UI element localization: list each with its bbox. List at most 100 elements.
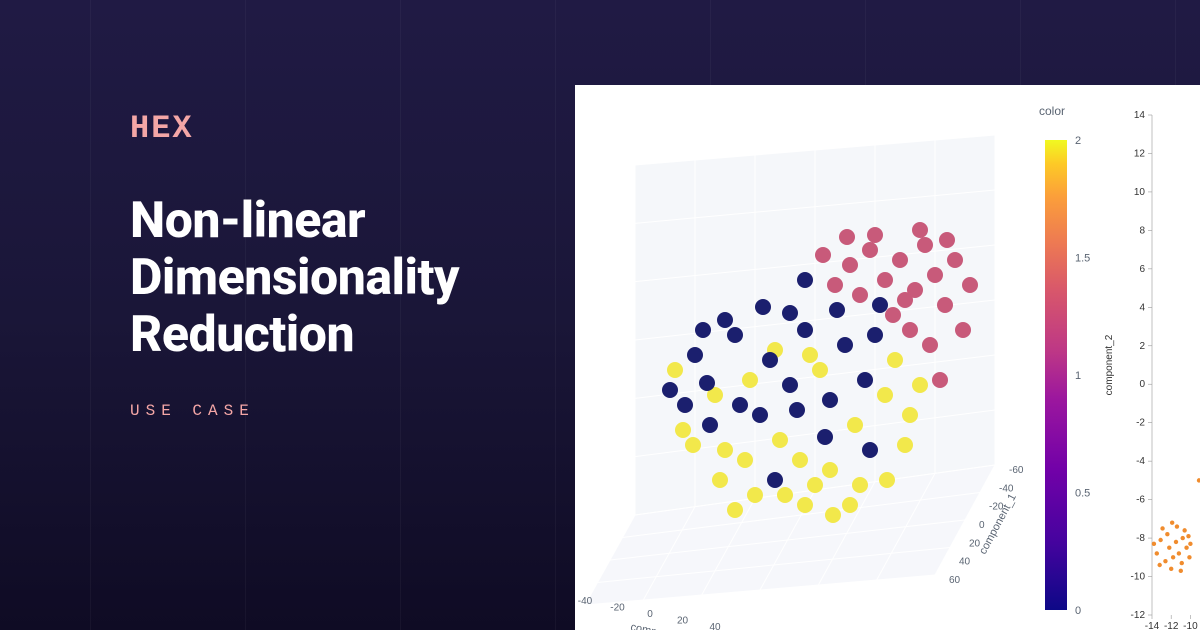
scatter2d-point [1167,545,1171,549]
scatter2d-point [1155,551,1159,555]
scatter3d-point [902,407,918,423]
svg-text:-40: -40 [578,596,593,607]
scatter3d-point [685,437,701,453]
svg-text:component_2: component_2 [1104,334,1115,395]
scatter3d-point [827,277,843,293]
scatter3d-point [717,312,733,328]
svg-text:0.5: 0.5 [1075,488,1090,500]
svg-text:-10: -10 [1131,572,1146,583]
svg-text:2: 2 [1139,341,1145,352]
svg-text:40: 40 [959,557,971,568]
scatter3d-point [912,222,928,238]
scatter3d-point [797,322,813,338]
scatter3d-point [932,372,948,388]
scatter3d-point [839,229,855,245]
scatter2d-point [1188,542,1192,546]
scatter3d-point [822,392,838,408]
scatter3d-point [837,337,853,353]
svg-text:14: 14 [1134,110,1146,121]
scatter3d-point [702,417,718,433]
scatter3d-point [842,497,858,513]
scatter3d-point [727,502,743,518]
scatter3d-point [777,487,793,503]
scatter2d-point [1165,532,1169,536]
scatter3d-point [927,267,943,283]
scatter2d-point [1152,542,1156,546]
scatter3d-point [862,442,878,458]
scatter3d-point [857,372,873,388]
scatter3d-point [877,387,893,403]
scatter3d-point [742,372,758,388]
svg-text:1: 1 [1075,370,1081,382]
svg-text:-12: -12 [1164,621,1179,630]
svg-text:color: color [1039,104,1065,118]
svg-text:4: 4 [1139,302,1145,313]
scatter3d-point [902,322,918,338]
svg-text:-40: -40 [999,483,1014,494]
scatter3d-point [667,362,683,378]
scatter2d-point [1158,538,1162,542]
scatter3d-point [782,377,798,393]
scatter3d-point [842,257,858,273]
scatter3d-point [772,432,788,448]
svg-text:0: 0 [1139,379,1145,390]
svg-text:0: 0 [1075,605,1081,617]
scatter3d-point [939,232,955,248]
scatter2d-point [1182,528,1186,532]
scatter2d-point [1174,540,1178,544]
scatter2d-point [1187,555,1191,559]
use-case-tag: USE CASE [130,402,560,420]
scatter3d-point [732,397,748,413]
svg-text:12: 12 [1134,148,1146,159]
scatter3d-point [852,287,868,303]
scatter3d-point [829,302,845,318]
scatter3d-point [662,382,678,398]
scatter2d-point [1181,536,1185,540]
svg-text:-14: -14 [1145,621,1160,630]
scatter3d-point [879,472,895,488]
svg-text:8: 8 [1139,225,1145,236]
scatter3d-point [747,487,763,503]
scatter3d-point [727,327,743,343]
scatter2d-point [1163,559,1167,563]
scatter2d-point [1170,520,1174,524]
scatter2d-point [1184,545,1188,549]
scatter3d-point [847,417,863,433]
scatter3d-point [782,305,798,321]
scatter3d-point [897,437,913,453]
svg-text:20: 20 [677,616,689,627]
scatter3d-point [917,237,933,253]
scatter3d-point [767,472,783,488]
svg-text:-2: -2 [1136,418,1145,429]
scatter3d-point [717,442,733,458]
scatter3d-point [825,507,841,523]
svg-text:1.5: 1.5 [1075,253,1090,265]
scatter3d-point [807,477,823,493]
hero-text-block: HEX Non-linear Dimensionality Reduction … [130,110,560,420]
scatter2d-point [1171,555,1175,559]
scatter3d-point [792,452,808,468]
scatter3d-point [867,227,883,243]
svg-text:-10: -10 [1183,621,1198,630]
scatter3d-point [872,297,888,313]
svg-text:0: 0 [647,609,653,620]
scatter2d-point [1175,524,1179,528]
scatter3d-point [699,375,715,391]
scatter3d-point [852,477,868,493]
scatter3d-point [962,277,978,293]
svg-text:-6: -6 [1136,495,1145,506]
svg-text:6: 6 [1139,264,1145,275]
scatter3d-point [812,362,828,378]
scatter3d-point [815,247,831,263]
scatter3d-point [695,322,711,338]
scatter3d-point [922,337,938,353]
scatter3d-point [789,402,805,418]
scatter3d-point [752,407,768,423]
scatter3d-point [675,422,691,438]
scatter3d-point [797,272,813,288]
scatter3d-point [687,347,703,363]
scatter3d-point [947,252,963,268]
svg-text:60: 60 [949,575,961,586]
scatter3d-point [822,462,838,478]
scatter3d-point [887,352,903,368]
